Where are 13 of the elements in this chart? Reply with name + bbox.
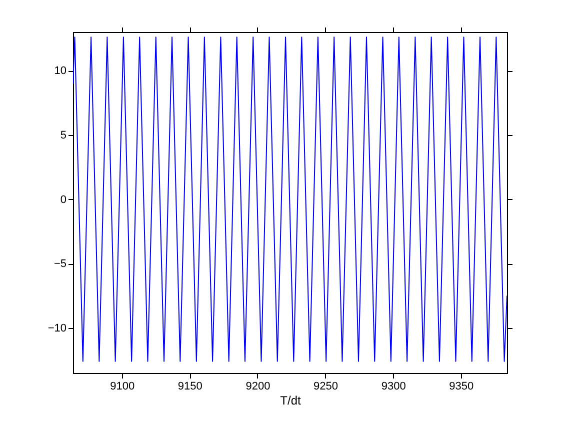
x-tick-label: 9350 bbox=[449, 380, 474, 392]
x-tick-label: 9100 bbox=[110, 380, 135, 392]
y-tick-label: −5 bbox=[54, 258, 66, 270]
x-axis-title: T/dt bbox=[280, 394, 302, 408]
x-tick-label: 9300 bbox=[381, 380, 406, 392]
y-tick-label: 0 bbox=[60, 194, 66, 206]
x-tick-label: 9250 bbox=[314, 380, 338, 392]
x-tick-label: 9200 bbox=[246, 380, 270, 392]
line-series bbox=[73, 36, 507, 362]
y-tick-label: −10 bbox=[48, 322, 66, 334]
x-tick-label: 9150 bbox=[178, 380, 202, 392]
y-tick-label: 5 bbox=[60, 129, 66, 142]
y-tick-label: 10 bbox=[54, 65, 66, 78]
